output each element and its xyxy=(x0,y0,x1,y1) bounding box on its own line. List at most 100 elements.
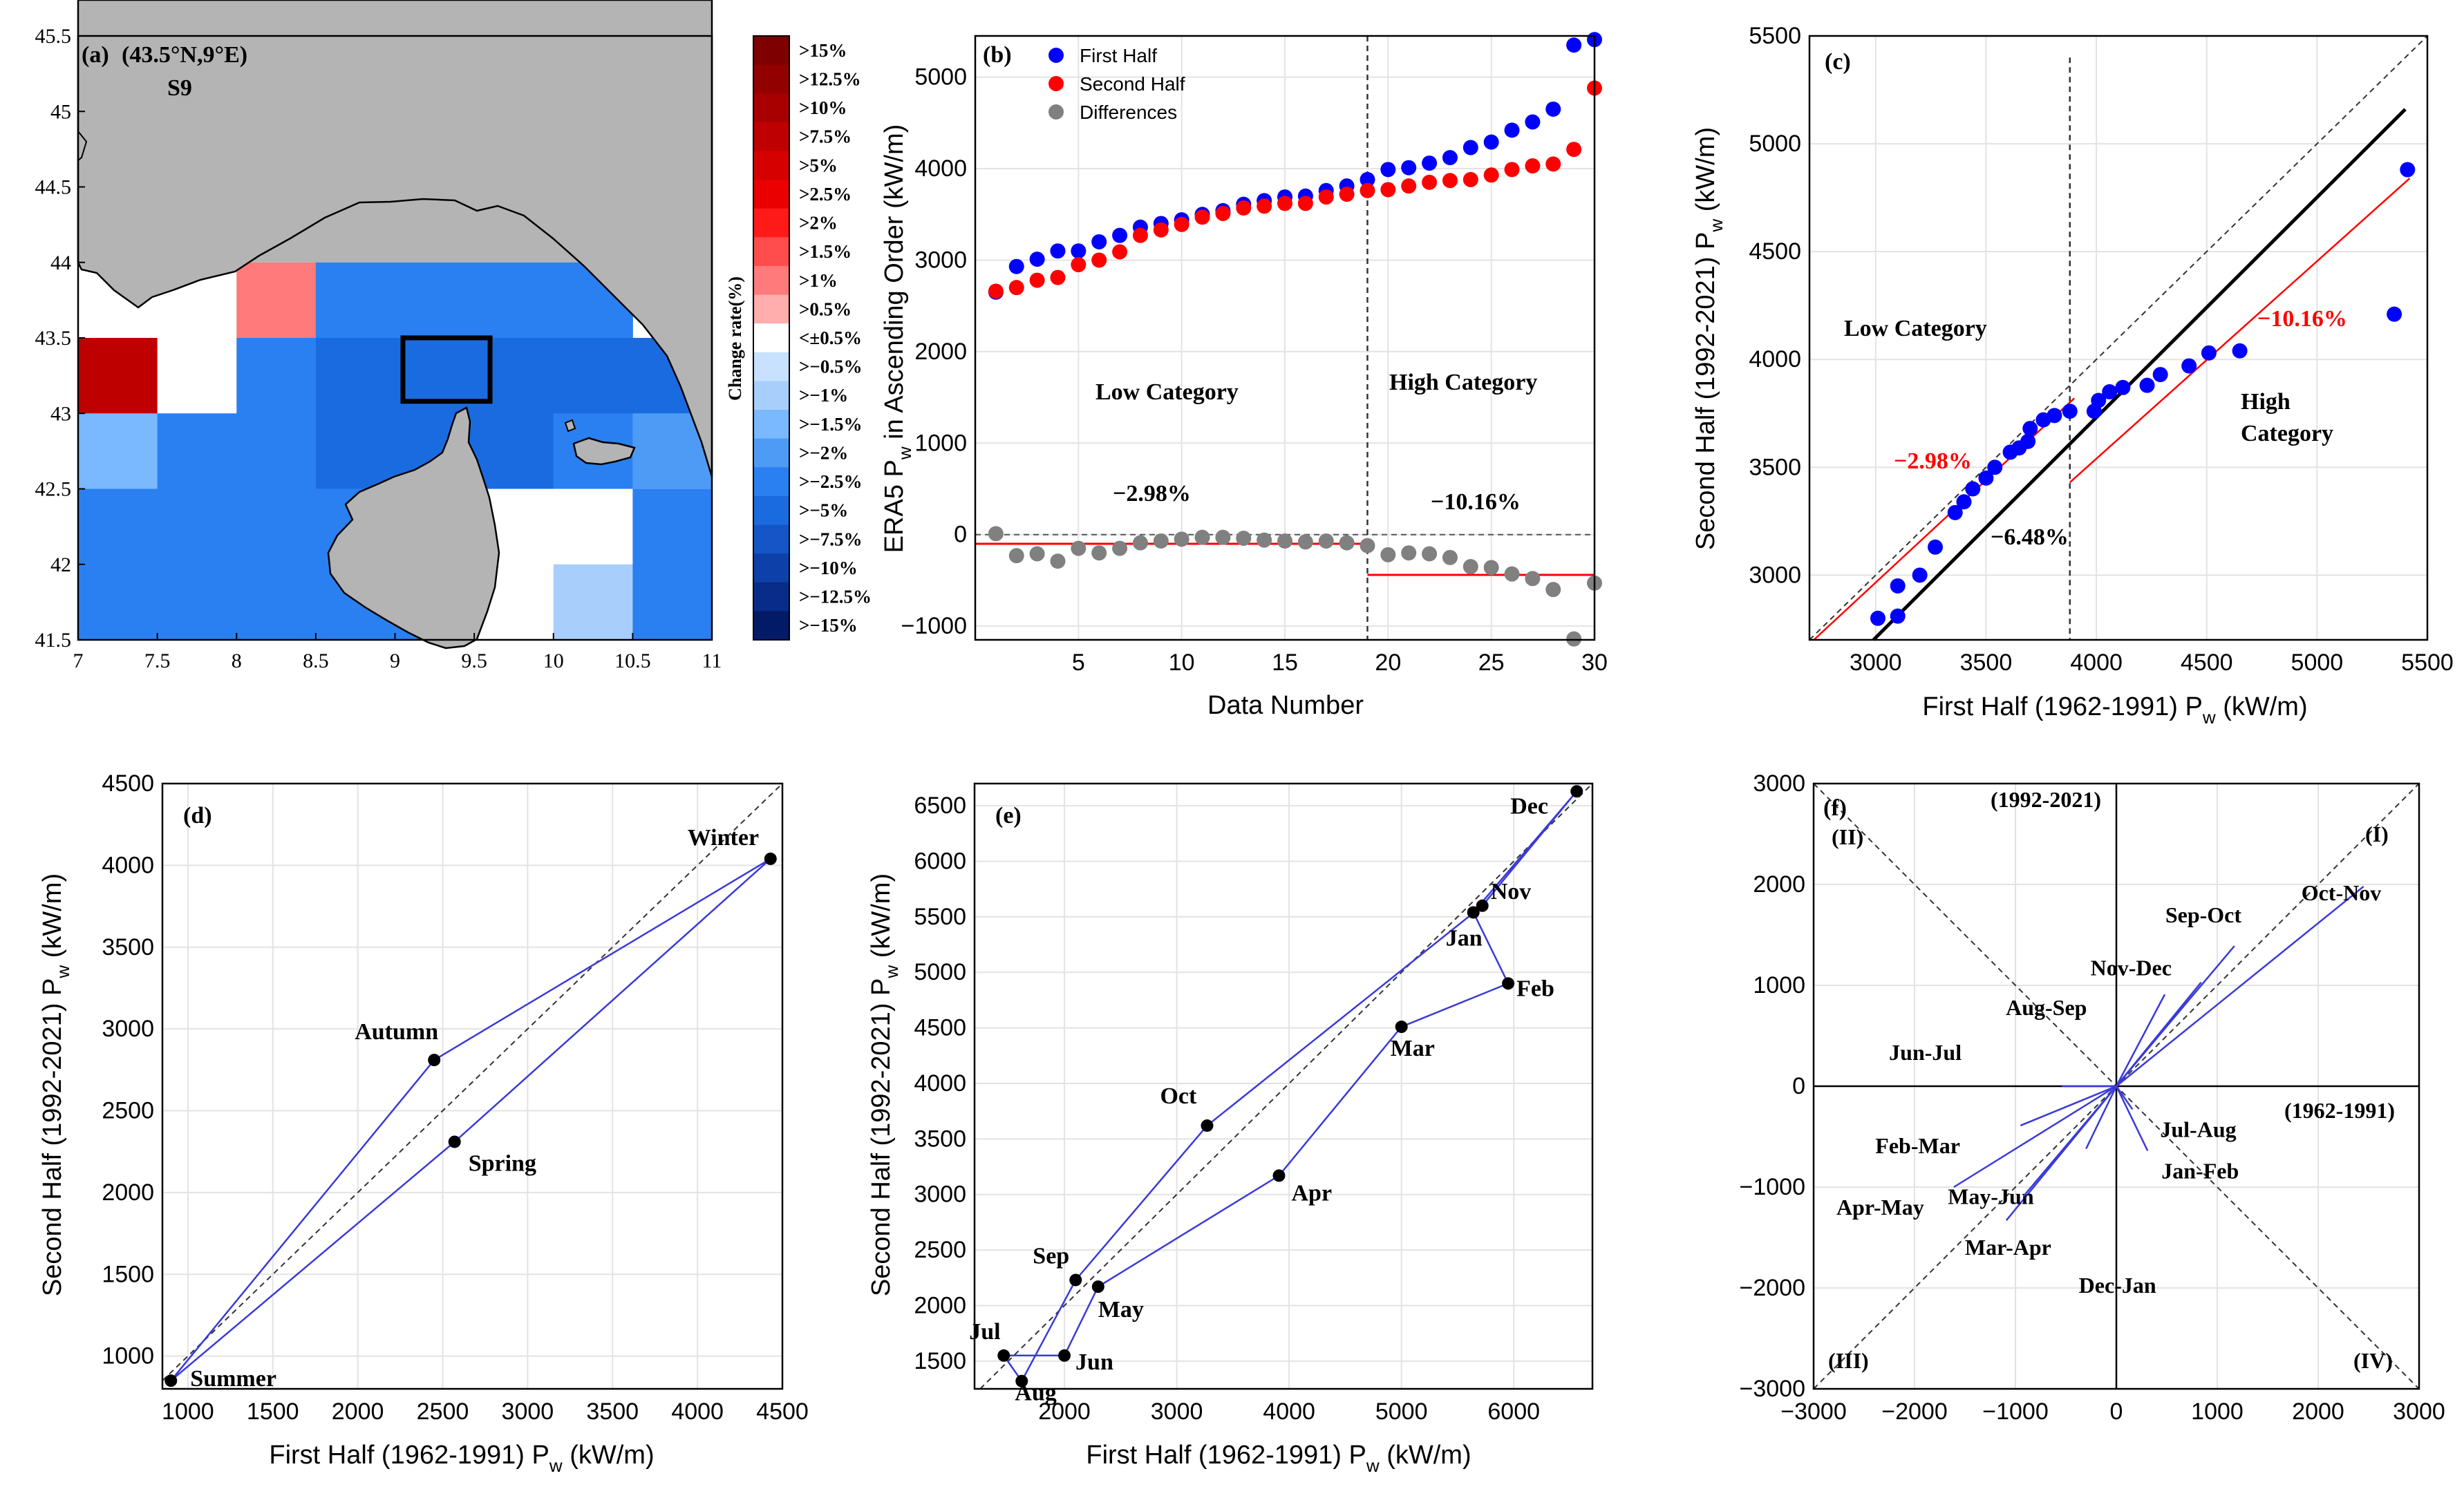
x-tick-label: 4500 xyxy=(2181,650,2233,676)
colorbar-swatch xyxy=(753,352,789,382)
point-differences xyxy=(1401,545,1417,561)
vector-label: Mar-Apr xyxy=(1965,1235,2051,1260)
month-point xyxy=(1570,785,1583,798)
map-y-tick-label: 45.5 xyxy=(35,25,72,48)
scatter-point xyxy=(2115,379,2131,395)
y-tick-label: 2000 xyxy=(914,339,967,365)
point-second-half xyxy=(1525,158,1541,174)
panel-e-ticks: 2000 3000 4000 5000 6000 1500 2000 2500 3000 3500… xyxy=(914,793,1540,1425)
x-tick-label: 3500 xyxy=(586,1399,639,1425)
vector-label: Jul-Aug xyxy=(2160,1117,2236,1142)
scatter-point xyxy=(1912,567,1928,583)
panel-c-points xyxy=(1870,162,2416,626)
vector-jan-feb xyxy=(2115,1086,2149,1151)
panel-a-label: (a) xyxy=(82,42,109,68)
legend-marker-first-half xyxy=(1048,48,1064,63)
scatter-point xyxy=(2387,306,2402,322)
point-differences xyxy=(1194,529,1210,545)
colorbar-label: >−5% xyxy=(799,500,848,521)
point-second-half xyxy=(1483,167,1499,183)
panel-b-label: (b) xyxy=(983,42,1012,68)
panel-d-points: Winter Spring Summer Autumn xyxy=(164,825,777,1392)
low-category-label: Low Category xyxy=(1095,379,1239,405)
colorbar-label: >15% xyxy=(799,40,847,61)
y-tick-label: 4500 xyxy=(102,770,154,797)
vector-label: Sep-Oct xyxy=(2165,902,2242,927)
x-tick-label: 10 xyxy=(1169,650,1195,676)
colorbar-swatch xyxy=(753,36,789,66)
map-x-tick-label: 7 xyxy=(73,650,84,672)
point-first-half xyxy=(1071,243,1087,259)
map-y-tick-label: 42 xyxy=(50,553,71,576)
panel-f-differences: Jan-Feb Feb-Mar Mar-Apr Apr-May May-Jun Jun-J… xyxy=(1740,770,2445,1425)
panel-b-ylabel: ERA5 Pw in Ascending Order (kW/m) xyxy=(880,124,915,553)
point-second-half xyxy=(1132,227,1148,243)
colorbar-label: >−0.5% xyxy=(799,357,863,377)
colorbar-label: >7.5% xyxy=(799,126,852,147)
colorbar-label: >10% xyxy=(799,97,847,118)
colorbar-label: >−15% xyxy=(799,615,858,636)
season-point xyxy=(764,852,777,865)
map-axis-ticks: 7 7.5 8 8.5 9 9.5 10 10.5 11 41.5 42 42.5 43 43.5 44 44… xyxy=(35,25,722,672)
map-cell xyxy=(157,338,237,414)
y-tick-label: 3000 xyxy=(914,247,967,273)
low-pct-label: −2.98% xyxy=(1113,481,1191,506)
x-tick-label: 4000 xyxy=(671,1399,724,1425)
scatter-point xyxy=(1987,459,2003,475)
y-tick-label: 4000 xyxy=(1749,346,1801,372)
y-tick-label: 2500 xyxy=(102,1098,154,1124)
seasonal-cycle-line xyxy=(170,857,771,1382)
colorbar-label: <±0.5% xyxy=(799,328,862,348)
y-tick-label: 3000 xyxy=(1753,770,1805,797)
scatter-point xyxy=(2020,433,2036,449)
colorbar-swatch xyxy=(753,553,789,583)
month-label: Oct xyxy=(1160,1083,1197,1109)
panel-d-seasonal: Winter Spring Summer Autumn 1000 1500 2000 250… xyxy=(38,770,809,1476)
panel-d-lines xyxy=(162,783,783,1382)
map-cell xyxy=(553,564,633,641)
panel-b-ticks: 5 10 15 20 25 30 −1000 0 1000 2000 3000 4000 5000 xyxy=(901,64,1608,676)
point-differences xyxy=(1091,545,1107,561)
y-tick-label: 2000 xyxy=(914,1292,966,1318)
high-category-label: High Category xyxy=(1389,370,1537,395)
point-first-half xyxy=(1422,155,1438,171)
y-tick-label: 1500 xyxy=(102,1261,154,1287)
x-tick-label: 1500 xyxy=(247,1399,299,1425)
x-tick-label: 6000 xyxy=(1487,1399,1540,1425)
low-category-label-c: Low Category xyxy=(1844,316,1987,341)
season-label: Summer xyxy=(190,1366,276,1392)
map-y-tick-label: 43 xyxy=(50,402,71,425)
x-tick-label: 5000 xyxy=(2291,650,2344,676)
point-first-half xyxy=(1029,252,1045,267)
month-label: Mar xyxy=(1391,1036,1435,1061)
point-differences xyxy=(1463,559,1478,575)
low-pct-label-c: −2.98% xyxy=(1894,448,1972,474)
point-second-half xyxy=(1277,196,1292,211)
scatter-point xyxy=(2091,392,2107,408)
x-tick-label: 3000 xyxy=(502,1399,554,1425)
point-differences xyxy=(1566,631,1582,647)
colorbar-label: >0.5% xyxy=(799,298,852,319)
scatter-point xyxy=(1870,610,1885,626)
colorbar-swatch xyxy=(753,93,789,123)
vector-label: Apr-May xyxy=(1836,1195,1924,1220)
map-y-tick-label: 42.5 xyxy=(35,478,72,501)
mid-pct-label-c: −6.48% xyxy=(1991,524,2069,550)
location-label: (43.5°N,9°E) xyxy=(122,42,247,68)
map-x-tick-label: 11 xyxy=(702,650,722,672)
season-label: Spring xyxy=(469,1150,536,1176)
point-differences xyxy=(1215,529,1231,545)
point-first-half xyxy=(1463,140,1478,155)
map-cell xyxy=(474,262,554,339)
scatter-point xyxy=(1965,481,1981,497)
map-cell xyxy=(315,413,395,489)
month-point xyxy=(1476,899,1489,912)
panel-b-xlabel: Data Number xyxy=(1207,691,1364,720)
y-tick-label: 5000 xyxy=(1749,131,1801,157)
point-second-half xyxy=(1091,252,1107,268)
map-cell xyxy=(78,564,158,641)
colorbar-frame xyxy=(753,35,790,641)
point-differences xyxy=(1297,534,1313,550)
map-x-tick-label: 10.5 xyxy=(614,650,651,672)
panel-d-ticks: 1000 1500 2000 2500 3000 3500 4000 4500 1000 1500… xyxy=(102,770,808,1425)
